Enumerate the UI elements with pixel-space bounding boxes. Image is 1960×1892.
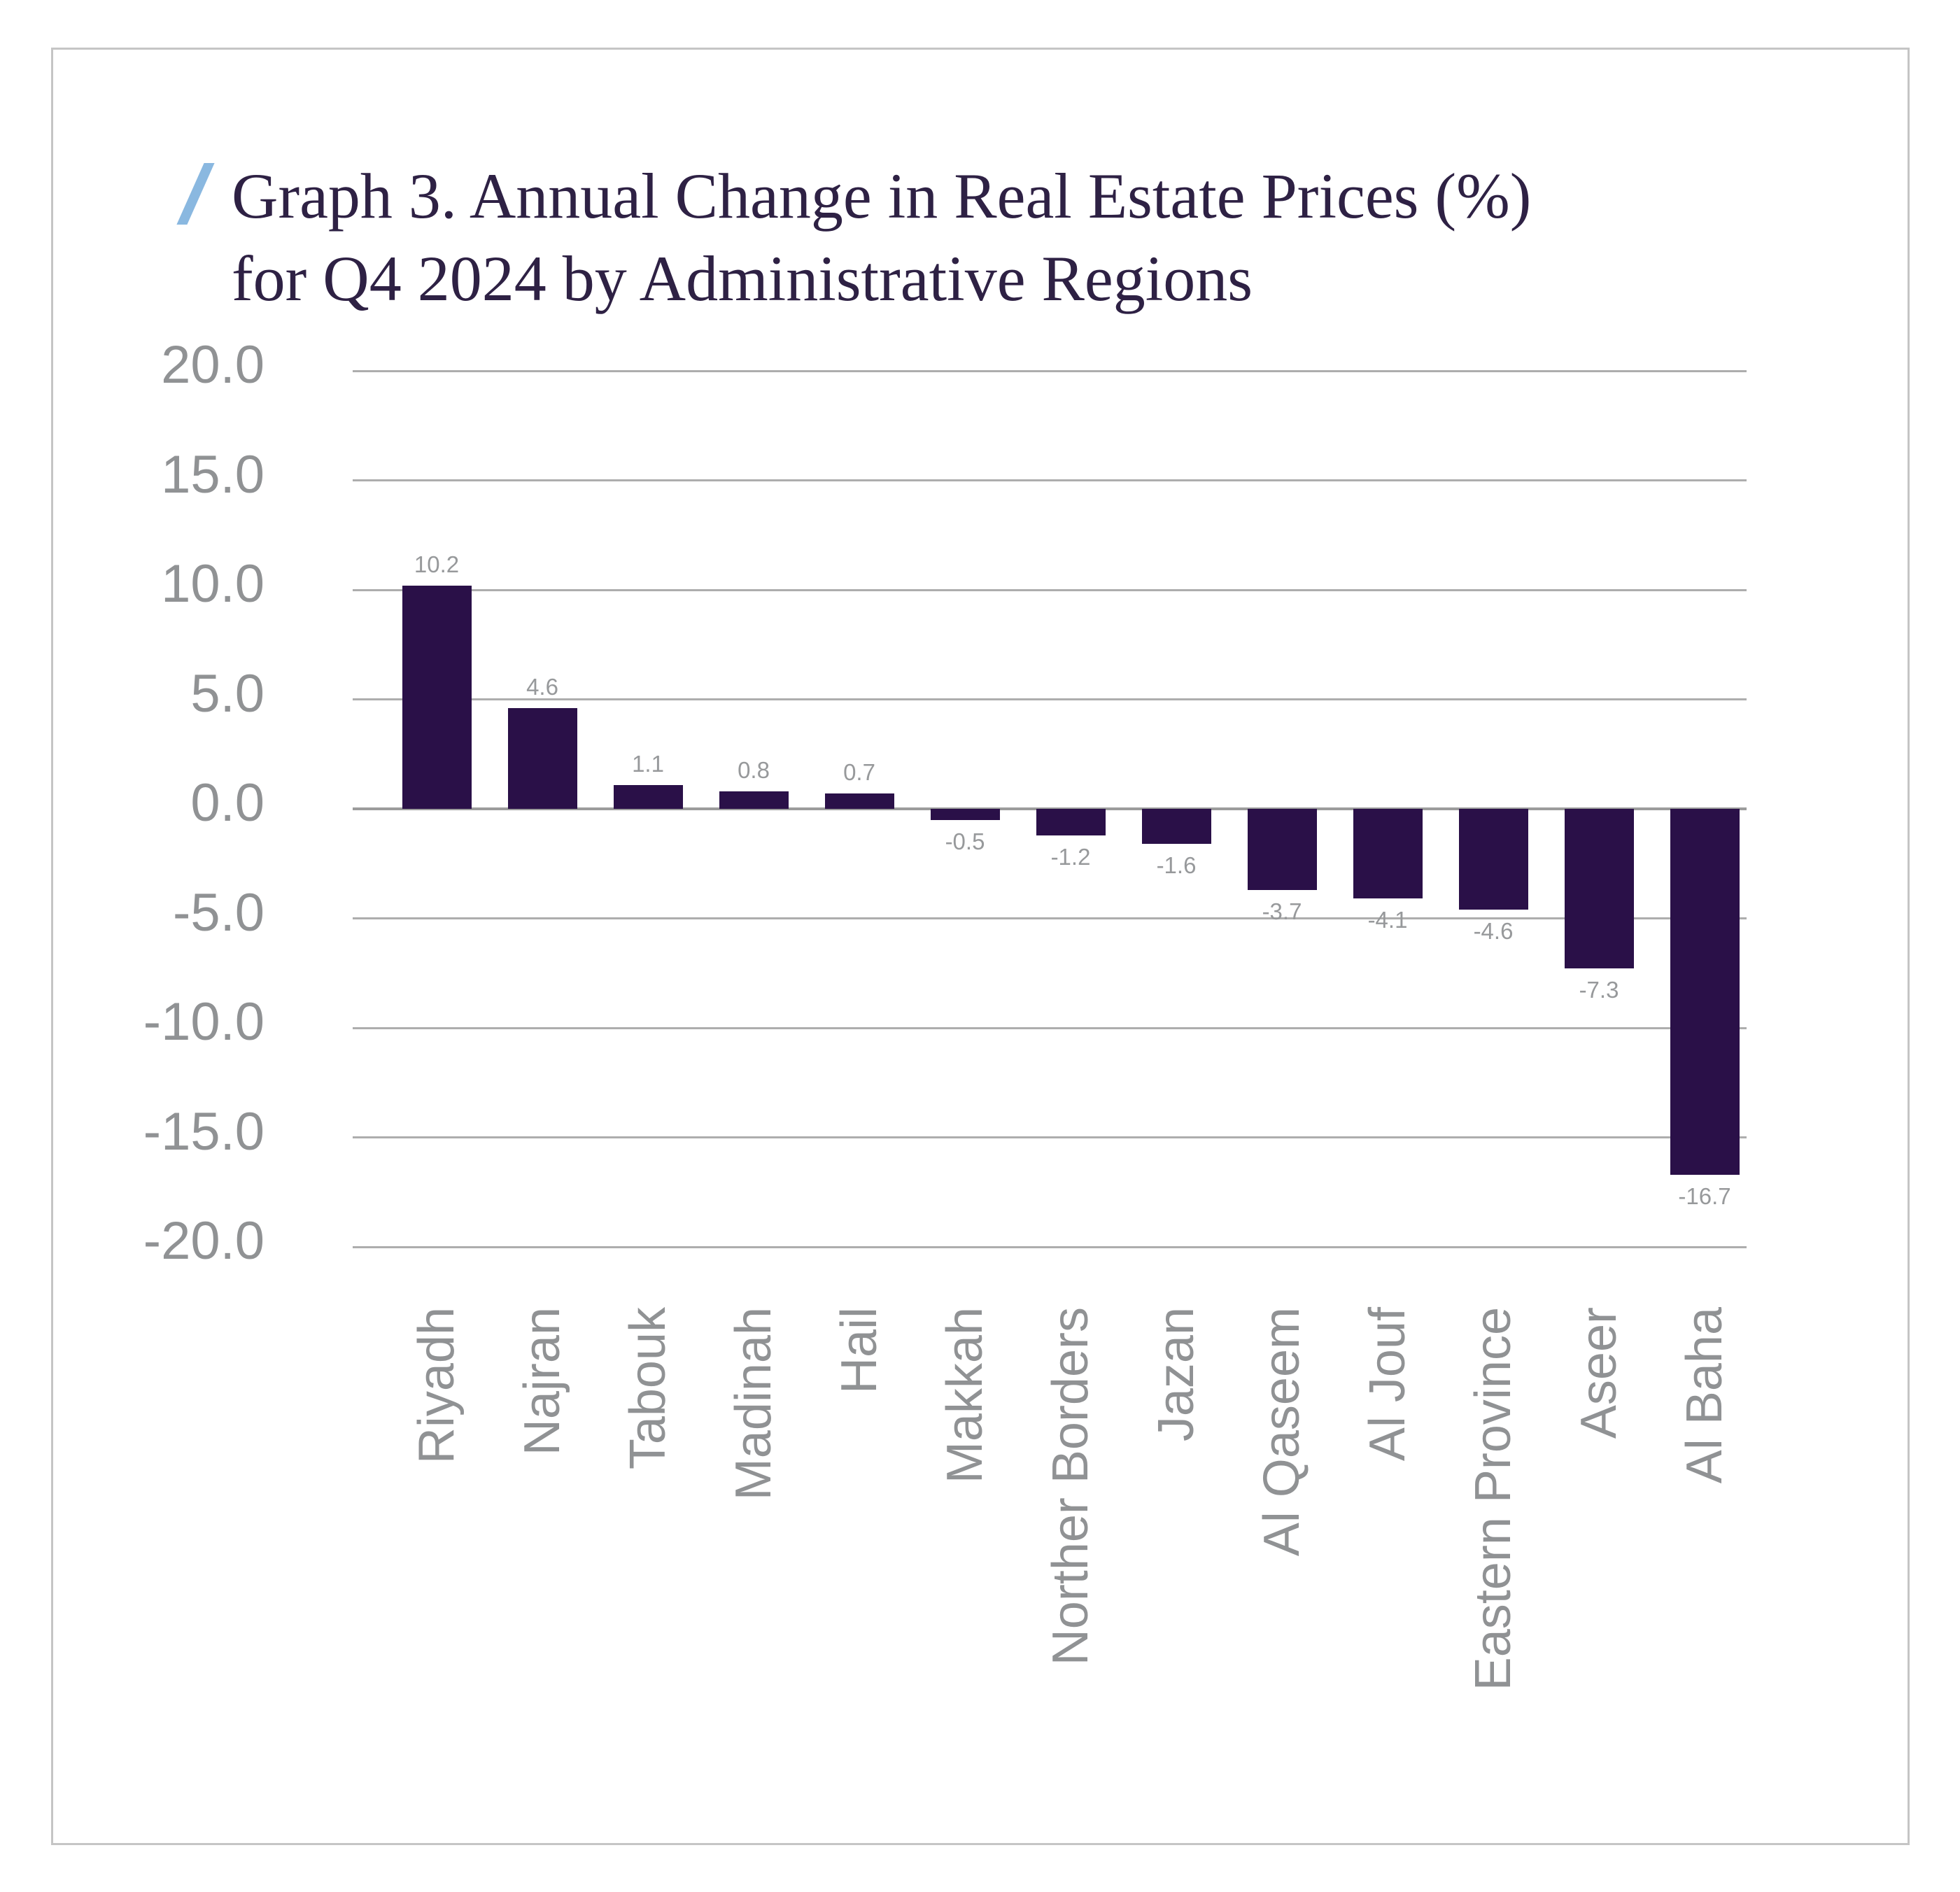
y-tick-label: 20.0 (161, 335, 265, 395)
category-label: Makkah (937, 1307, 993, 1484)
y-tick-label: -15.0 (143, 1101, 265, 1162)
category-label: Najran (514, 1307, 570, 1456)
bar (1458, 809, 1528, 910)
category-label: Riyadh (409, 1307, 465, 1464)
value-label: -16.7 (1678, 1182, 1731, 1209)
chart-title-line2: for Q4 2024 by Administrative Regions (232, 243, 1253, 314)
bar (824, 793, 894, 809)
value-label: -3.7 (1262, 898, 1302, 924)
category-label: Al Jouf (1360, 1307, 1416, 1462)
value-label: -7.3 (1579, 977, 1619, 1003)
category-label: Norther Borders (1043, 1307, 1099, 1666)
value-label: 0.7 (843, 759, 875, 786)
bar (719, 791, 789, 809)
value-label: -4.6 (1473, 917, 1514, 944)
value-label: 1.1 (632, 750, 664, 777)
category-label: Hail (831, 1307, 887, 1395)
value-label: 0.8 (738, 756, 770, 783)
bar (507, 708, 577, 809)
gridline (353, 588, 1747, 591)
category-label: Aseer (1571, 1307, 1627, 1439)
bar (1353, 809, 1423, 899)
value-label: -0.5 (945, 828, 985, 854)
y-tick-label: -5.0 (173, 882, 265, 943)
gridline (353, 1245, 1747, 1248)
slash-icon (176, 163, 215, 225)
y-tick-label: 5.0 (190, 663, 265, 723)
gridline (353, 1136, 1747, 1138)
gridline (353, 479, 1747, 481)
gridline (353, 1026, 1747, 1029)
y-tick-label: -20.0 (143, 1211, 265, 1271)
gridline (353, 369, 1747, 372)
y-tick-label: 15.0 (161, 444, 265, 504)
category-label: Al Baha (1677, 1307, 1733, 1484)
bar (1564, 809, 1634, 969)
gridline (353, 698, 1747, 700)
category-label: Jazan (1148, 1307, 1204, 1442)
bar (1670, 809, 1740, 1175)
category-label: Eastern Province (1465, 1307, 1521, 1691)
bar (1036, 809, 1106, 835)
value-label: -1.6 (1156, 852, 1197, 879)
bar (930, 809, 1000, 820)
chart-title: Graph 3. Annual Change in Real Estate Pr… (232, 155, 1531, 320)
chart-card: Graph 3. Annual Change in Real Estate Pr… (51, 48, 1910, 1845)
value-label: 10.2 (414, 551, 460, 577)
category-label: Tabouk (620, 1307, 676, 1470)
bar (613, 784, 683, 809)
bar (1141, 809, 1211, 845)
value-label: -4.1 (1367, 907, 1408, 933)
category-label: Al Qaseem (1254, 1307, 1310, 1557)
y-tick-label: -10.0 (143, 992, 265, 1052)
value-label: 4.6 (526, 674, 558, 700)
chart-title-line1: Graph 3. Annual Change in Real Estate Pr… (232, 160, 1532, 232)
gridline (353, 917, 1747, 919)
y-tick-label: 0.0 (190, 773, 265, 833)
bar (402, 585, 472, 809)
category-label: Madinah (726, 1307, 782, 1501)
value-label: -1.2 (1050, 843, 1091, 870)
y-tick-label: 10.0 (161, 554, 265, 614)
bar (1247, 809, 1317, 890)
